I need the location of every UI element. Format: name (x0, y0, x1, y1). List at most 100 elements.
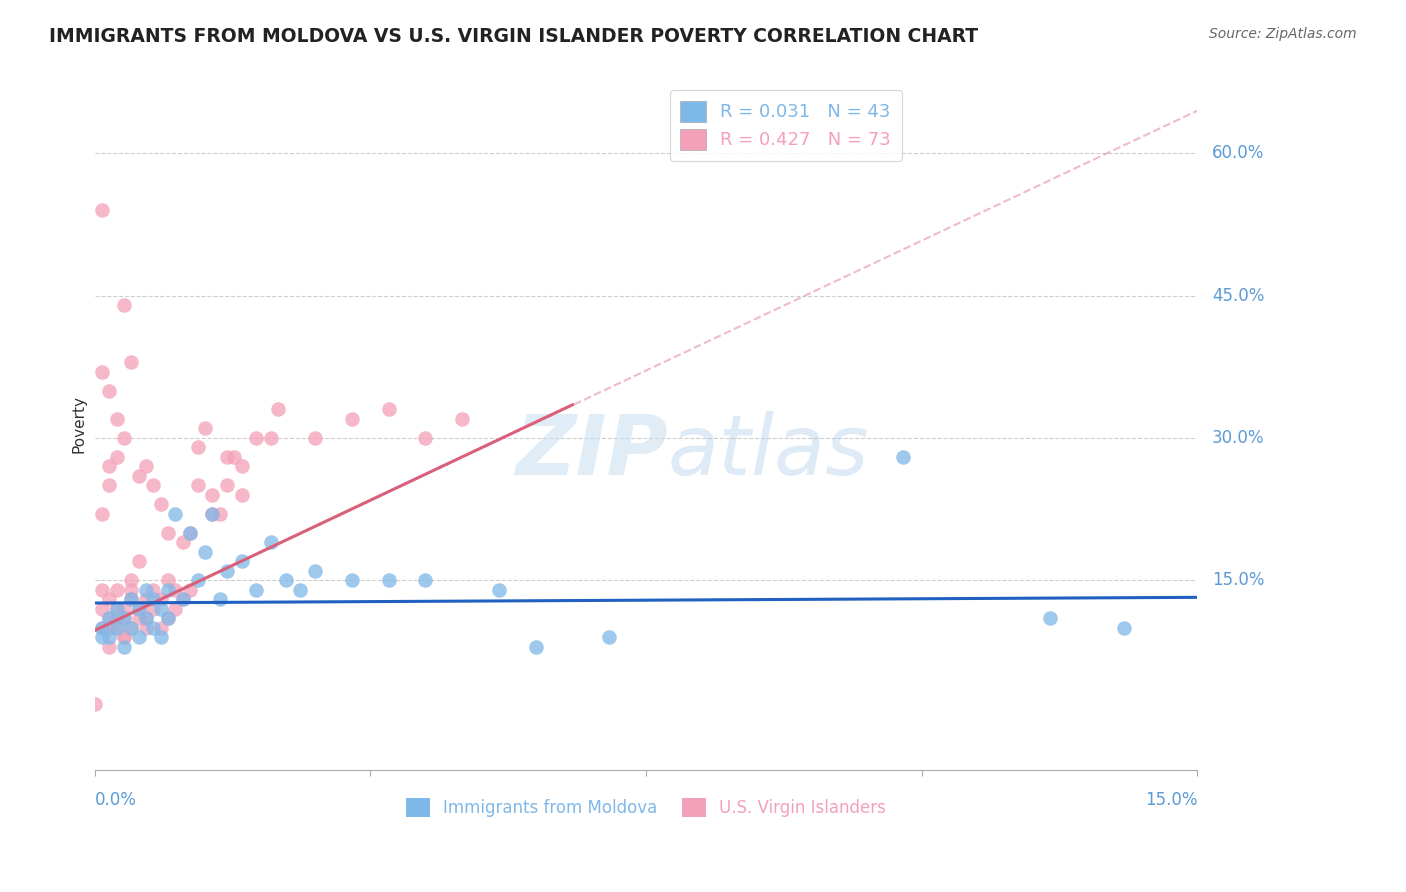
Point (194, 421, 217, 435)
Point (135, 611, 157, 625)
Point (260, 431, 283, 445)
Point (304, 564, 326, 578)
Point (149, 497, 172, 511)
Point (98, 611, 121, 625)
Point (142, 478, 165, 492)
Point (120, 592, 142, 607)
Point (1039, 611, 1062, 625)
Point (415, 431, 437, 445)
Point (120, 574, 142, 588)
Text: atlas: atlas (668, 411, 870, 491)
Point (598, 630, 620, 644)
Text: Source: ZipAtlas.com: Source: ZipAtlas.com (1209, 27, 1357, 41)
Point (128, 601, 150, 615)
Point (340, 574, 363, 588)
Text: 15.0%: 15.0% (1144, 791, 1198, 809)
Text: 15.0%: 15.0% (1212, 571, 1264, 590)
Point (98, 611, 121, 625)
Point (149, 592, 172, 607)
Point (98, 384, 121, 398)
Point (157, 574, 180, 588)
Text: IMMIGRANTS FROM MOLDOVA VS U.S. VIRGIN ISLANDER POVERTY CORRELATION CHART: IMMIGRANTS FROM MOLDOVA VS U.S. VIRGIN I… (49, 27, 979, 45)
Point (215, 450, 238, 464)
Point (128, 601, 150, 615)
Point (245, 582, 267, 597)
Point (112, 298, 135, 312)
Point (215, 478, 238, 492)
Point (105, 582, 128, 597)
Point (157, 582, 180, 597)
Point (194, 545, 217, 559)
Point (149, 601, 172, 615)
Point (112, 611, 135, 625)
Point (105, 621, 128, 635)
Point (90, 621, 112, 635)
Point (149, 630, 172, 644)
Point (120, 621, 142, 635)
Point (231, 488, 253, 502)
Point (340, 412, 363, 426)
Point (377, 402, 399, 417)
Point (201, 507, 224, 521)
Point (112, 630, 135, 644)
Point (135, 611, 157, 625)
Point (142, 621, 165, 635)
Point (135, 459, 157, 474)
Text: 60.0%: 60.0% (1212, 145, 1264, 162)
Point (128, 611, 150, 625)
Point (165, 582, 187, 597)
Point (120, 592, 142, 607)
Point (208, 507, 231, 521)
Point (90, 582, 112, 597)
Point (98, 630, 121, 644)
Text: 30.0%: 30.0% (1212, 429, 1264, 447)
Point (105, 412, 128, 426)
Point (135, 621, 157, 635)
Point (172, 592, 194, 607)
Text: 0.0%: 0.0% (94, 791, 136, 809)
Point (488, 582, 510, 597)
Point (120, 355, 142, 369)
Point (98, 478, 121, 492)
Point (304, 431, 326, 445)
Point (98, 621, 121, 635)
Point (90, 621, 112, 635)
Point (224, 450, 246, 464)
Point (98, 640, 121, 654)
Point (179, 525, 201, 540)
Point (128, 554, 150, 568)
Point (245, 431, 267, 445)
Point (90, 630, 112, 644)
Point (157, 525, 180, 540)
Point (201, 488, 224, 502)
Point (157, 611, 180, 625)
Point (142, 592, 165, 607)
Point (120, 582, 142, 597)
Point (90, 203, 112, 218)
Point (112, 431, 135, 445)
Point (274, 574, 297, 588)
Point (142, 601, 165, 615)
Point (157, 611, 180, 625)
Point (98, 459, 121, 474)
Point (83, 697, 105, 711)
Point (208, 592, 231, 607)
Point (149, 621, 172, 635)
Point (186, 574, 208, 588)
Point (112, 640, 135, 654)
Point (112, 630, 135, 644)
Point (128, 630, 150, 644)
Point (135, 582, 157, 597)
Point (377, 574, 399, 588)
Y-axis label: Poverty: Poverty (72, 395, 86, 453)
Point (260, 535, 283, 549)
Point (105, 621, 128, 635)
Point (172, 592, 194, 607)
Point (267, 402, 290, 417)
Point (120, 621, 142, 635)
Point (186, 478, 208, 492)
Point (105, 611, 128, 625)
Point (172, 535, 194, 549)
Point (186, 441, 208, 455)
Point (105, 601, 128, 615)
